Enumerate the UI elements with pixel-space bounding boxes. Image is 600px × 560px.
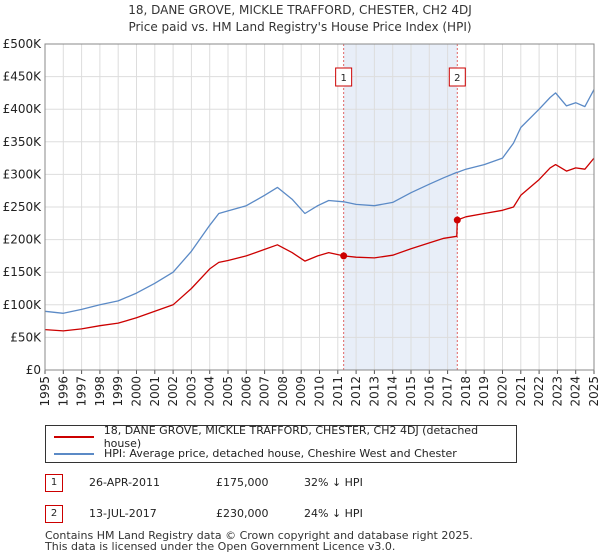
x-tick-label: 2015 (404, 376, 418, 407)
sale-date: 13-JUL-2017 (89, 507, 157, 520)
y-tick-label: £200K (3, 233, 43, 247)
x-tick-label: 2019 (477, 376, 491, 407)
x-tick-label: 2009 (294, 376, 308, 407)
legend-item-hpi: HPI: Average price, detached house, Ches… (54, 445, 457, 462)
chart-title-block: 18, DANE GROVE, MICKLE TRAFFORD, CHESTER… (0, 2, 600, 36)
x-tick-label: 2002 (166, 376, 180, 407)
x-tick-label: 1995 (38, 376, 52, 407)
y-tick-label: £150K (3, 265, 43, 279)
y-tick-label: £350K (3, 135, 43, 149)
x-tick-label: 1996 (56, 376, 70, 407)
x-tick-label: 1998 (93, 376, 107, 407)
x-tick-label: 2018 (459, 376, 473, 407)
y-tick-label: £450K (3, 70, 43, 84)
x-tick-label: 2010 (313, 376, 327, 407)
x-tick-label: 2025 (587, 376, 600, 407)
x-tick-label: 2011 (331, 376, 345, 407)
price-chart: 1 2 £0 £50K £100K £150K £200K £250K £300K £350K £… (3, 37, 600, 407)
y-tick-label: £250K (3, 200, 43, 214)
x-tick-label: 2006 (239, 376, 253, 407)
sale-marker-box (335, 67, 353, 87)
x-tick-label: 2023 (550, 376, 564, 407)
x-tick-label: 2022 (532, 376, 546, 407)
sale-marker-label: 1 (340, 73, 346, 84)
x-tick-label: 2005 (221, 376, 235, 407)
x-tick-label: 2024 (569, 376, 583, 407)
sale-hpi-diff: 32% ↓ HPI (304, 476, 363, 489)
sale-number-badge: 2 (45, 505, 63, 523)
footer-licence: This data is licensed under the Open Gov… (45, 540, 396, 553)
property-series-line (44, 157, 595, 332)
x-tick-label: 2000 (130, 376, 144, 407)
x-tick-label: 2004 (203, 376, 217, 407)
legend-swatch-hpi (54, 452, 94, 455)
chart-title: 18, DANE GROVE, MICKLE TRAFFORD, CHESTER… (128, 3, 472, 17)
hpi-series-line (44, 89, 595, 314)
legend-label-hpi: HPI: Average price, detached house, Ches… (104, 447, 457, 460)
plot-frame (44, 43, 595, 371)
sale-number-badge: 1 (45, 474, 63, 492)
sale-price: £230,000 (216, 507, 269, 520)
y-tick-label: £400K (3, 102, 43, 116)
sale-point (453, 216, 461, 224)
sale-date: 26-APR-2011 (89, 476, 161, 489)
x-tick-label: 2013 (367, 376, 381, 407)
x-tick-label: 2008 (276, 376, 290, 407)
x-tick-label: 2007 (258, 376, 272, 407)
x-tick-label: 1997 (75, 376, 89, 407)
sale-point (340, 252, 348, 260)
legend-label-property: 18, DANE GROVE, MICKLE TRAFFORD, CHESTER… (103, 423, 479, 450)
x-tick-label: 2016 (422, 376, 436, 407)
legend-item-property: 18, DANE GROVE, MICKLE TRAFFORD, CHESTER… (54, 424, 516, 450)
sale-marker-box (448, 67, 466, 87)
x-tick-label: 2020 (496, 376, 510, 407)
legend: 18, DANE GROVE, MICKLE TRAFFORD, CHESTER… (45, 424, 517, 463)
legend-swatch-property (54, 435, 94, 438)
footer: Contains HM Land Registry data © Crown c… (45, 530, 473, 552)
y-tick-label: £100K (3, 298, 43, 312)
x-tick-label: 2021 (514, 376, 528, 407)
sale-marker-label: 2 (454, 73, 460, 84)
y-tick-label: £500K (3, 37, 43, 51)
x-tick-label: 2014 (386, 376, 400, 407)
y-tick-label: £50K (10, 330, 42, 344)
sale-hpi-diff: 24% ↓ HPI (304, 507, 363, 520)
x-tick-label: 2012 (349, 376, 363, 407)
y-tick-label: £0 (26, 363, 41, 377)
x-tick-label: 2017 (441, 376, 455, 407)
x-tick-label: 2003 (184, 376, 198, 407)
chart-subtitle: Price paid vs. HM Land Registry's House … (128, 20, 472, 34)
sale-price: £175,000 (216, 476, 269, 489)
x-tick-label: 2001 (148, 376, 162, 407)
x-tick-label: 1999 (111, 376, 125, 407)
footer-copyright: Contains HM Land Registry data © Crown c… (45, 529, 473, 542)
y-tick-label: £300K (3, 167, 43, 181)
